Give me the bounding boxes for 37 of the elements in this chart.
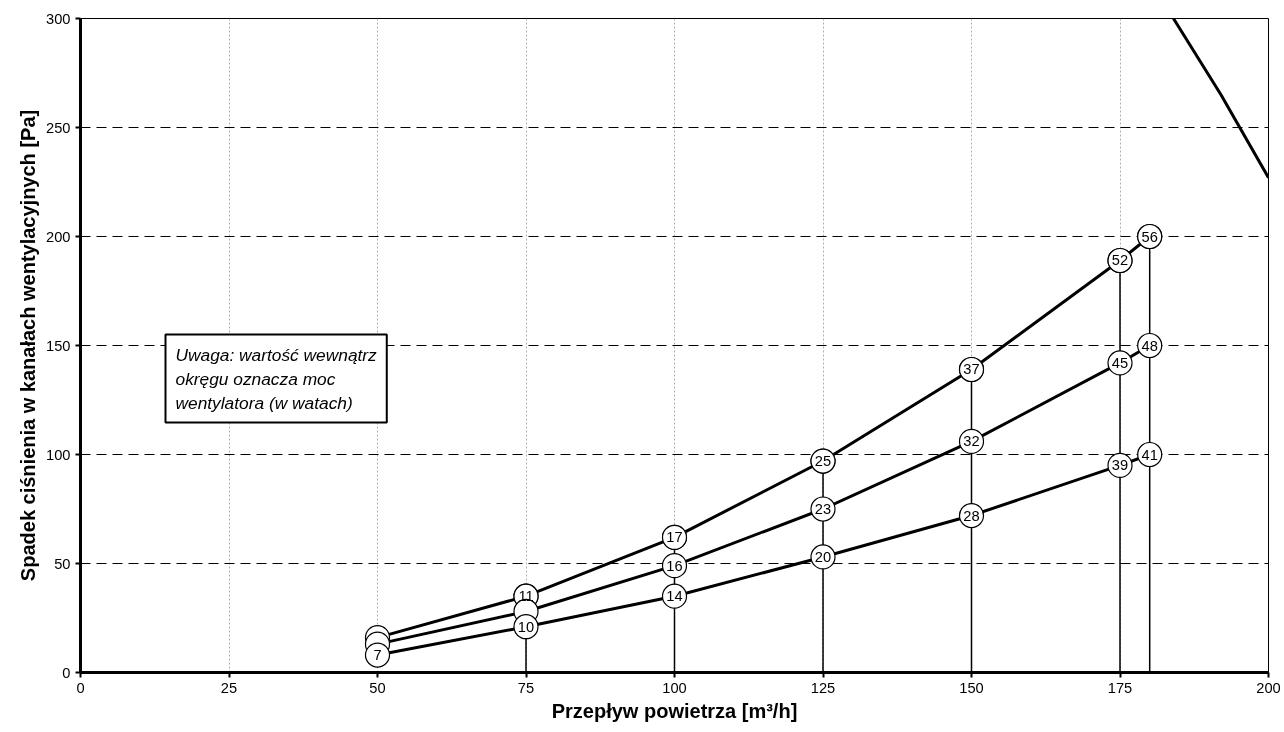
annotation: 25 (814, 453, 832, 470)
annotation: 20 (814, 548, 832, 565)
y-tick-label: 100 (46, 446, 71, 463)
x-tick-label: 150 (959, 679, 984, 696)
x-tick-label: 100 (662, 679, 687, 696)
y-tick-label: 0 (62, 664, 71, 681)
annotation: 39 (1111, 457, 1129, 474)
x-tick-label: 200 (1256, 679, 1281, 696)
x-tick-label: 75 (517, 679, 535, 696)
annotation: 28 (963, 507, 980, 524)
annotation: 37 (963, 361, 980, 378)
annotation: 17 (666, 529, 683, 546)
y-tick-label: 250 (46, 119, 71, 136)
annotation: 45 (1111, 354, 1129, 371)
annotation: 10 (517, 618, 535, 635)
annotation: 56 (1141, 228, 1158, 245)
annotation: 48 (1141, 337, 1158, 354)
x-tick-label: 25 (220, 679, 238, 696)
y-tick-label: 200 (46, 228, 71, 245)
y-tick-label: 50 (54, 555, 71, 572)
annotation: 52 (1111, 252, 1129, 269)
x-tick-label: 0 (76, 679, 85, 696)
point (364, 642, 391, 668)
x-tick-label: 125 (810, 679, 836, 696)
annotation: 7 (373, 647, 382, 664)
y-tick-label: 300 (46, 10, 71, 27)
y-tick-label: 150 (46, 337, 71, 354)
annotation: Uwaga: wartość wewnątrz okręgu oznacza moc wentylatora (w watach) (175, 344, 378, 413)
annotation: 14 (666, 588, 683, 605)
annotation: 16 (666, 557, 683, 574)
annotation: 32 (963, 433, 980, 450)
annotation: 41 (1141, 446, 1158, 463)
annotation: 23 (814, 501, 832, 517)
x-tick-label: 50 (369, 679, 386, 696)
x-tick-label: 175 (1107, 679, 1133, 696)
y-axis-title: Spadek ciśnienia w kanałach wentylacyjnych [Pa] (17, 109, 40, 582)
x-axis-title: Przepływ powietrza [m³/h] (551, 699, 798, 722)
